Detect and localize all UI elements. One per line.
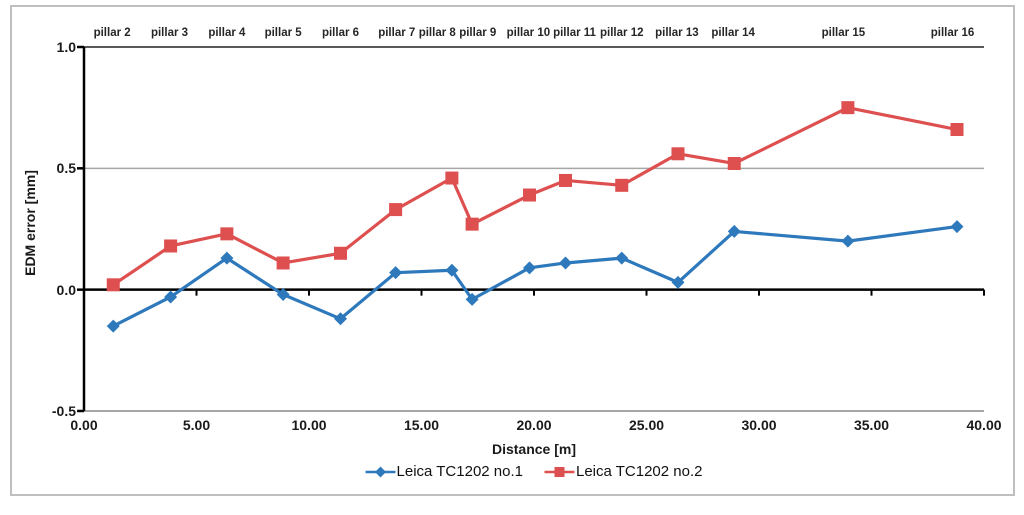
pillar-label: pillar 11 bbox=[553, 27, 596, 39]
data-point-square bbox=[334, 246, 347, 260]
data-point-square bbox=[523, 188, 536, 202]
data-point-diamond bbox=[445, 263, 459, 277]
x-axis-title: Distance [m] bbox=[491, 441, 577, 457]
legend-square-marker-icon bbox=[545, 466, 575, 477]
data-point-diamond bbox=[615, 251, 629, 265]
pillar-label: pillar 16 bbox=[930, 27, 975, 39]
data-point-diamond bbox=[465, 292, 479, 306]
x-tick-label: 30.00 bbox=[741, 417, 777, 433]
legend-entry-2: Leica TC1202 no.2 bbox=[545, 463, 702, 480]
x-tick-label: 15.00 bbox=[403, 417, 440, 433]
pillar-label: pillar 7 bbox=[378, 27, 416, 39]
data-point-diamond bbox=[523, 261, 536, 275]
pillar-label: pillar 10 bbox=[506, 27, 551, 39]
data-point-diamond bbox=[559, 256, 572, 270]
pillar-label: pillar 12 bbox=[600, 27, 644, 39]
data-point-diamond bbox=[334, 312, 347, 326]
y-axis-title: EDM error [mm] bbox=[22, 170, 38, 276]
data-point-diamond bbox=[727, 224, 741, 238]
legend-label: Leica TC1202 no.2 bbox=[576, 463, 703, 480]
data-point-diamond bbox=[841, 234, 855, 248]
data-point-diamond bbox=[950, 220, 964, 234]
y-tick-label: 0.0 bbox=[56, 281, 76, 298]
legend: Leica TC1202 no.1 Leica TC1202 no.2 bbox=[365, 463, 702, 480]
x-tick-label: 10.00 bbox=[291, 417, 327, 433]
data-point-square bbox=[276, 256, 290, 270]
chart-outer-border bbox=[10, 5, 1015, 496]
pillar-label: pillar 13 bbox=[655, 27, 699, 39]
data-point-square bbox=[389, 203, 403, 217]
pillar-label: pillar 5 bbox=[264, 27, 302, 39]
pillar-label: pillar 9 bbox=[459, 27, 497, 39]
x-tick-label: 20.00 bbox=[516, 417, 552, 433]
data-point-square bbox=[220, 227, 234, 241]
pillar-label: pillar 2 bbox=[93, 27, 131, 39]
data-point-diamond bbox=[220, 251, 234, 265]
data-point-diamond bbox=[164, 290, 178, 304]
data-point-square bbox=[727, 156, 741, 170]
pillar-label: pillar 6 bbox=[321, 27, 360, 39]
pillar-label: pillar 3 bbox=[150, 27, 189, 39]
data-point-square bbox=[445, 171, 459, 185]
x-tick-label: 35.00 bbox=[853, 417, 890, 433]
pillar-label: pillar 4 bbox=[208, 27, 246, 39]
data-point-diamond bbox=[389, 266, 403, 280]
y-tick-label: 0.5 bbox=[56, 160, 76, 177]
legend-diamond-marker-icon bbox=[365, 466, 396, 477]
data-point-square bbox=[465, 217, 479, 231]
legend-entry-1: Leica TC1202 no.1 bbox=[365, 463, 523, 480]
pillar-label: pillar 14 bbox=[711, 27, 755, 39]
data-point-square bbox=[559, 173, 572, 187]
data-point-diamond bbox=[276, 288, 290, 302]
pillar-label: pillar 15 bbox=[821, 27, 866, 39]
data-point-diamond bbox=[106, 319, 120, 333]
x-tick-label: 5.00 bbox=[182, 417, 211, 433]
x-tick-label: 40.00 bbox=[966, 417, 1002, 433]
data-point-square bbox=[106, 278, 120, 292]
x-tick-label: 0.00 bbox=[70, 417, 98, 433]
y-tick-label: -0.5 bbox=[51, 403, 76, 419]
x-tick-label: 25.00 bbox=[628, 417, 665, 433]
y-tick-label: 1.0 bbox=[56, 39, 76, 55]
data-point-diamond bbox=[671, 275, 685, 289]
data-point-square bbox=[671, 147, 685, 161]
data-point-square bbox=[164, 239, 178, 253]
data-point-square bbox=[841, 101, 855, 115]
pillar-label: pillar 8 bbox=[418, 27, 456, 39]
data-point-square bbox=[950, 123, 964, 137]
data-point-square bbox=[615, 178, 629, 192]
legend-label: Leica TC1202 no.1 bbox=[396, 463, 523, 480]
